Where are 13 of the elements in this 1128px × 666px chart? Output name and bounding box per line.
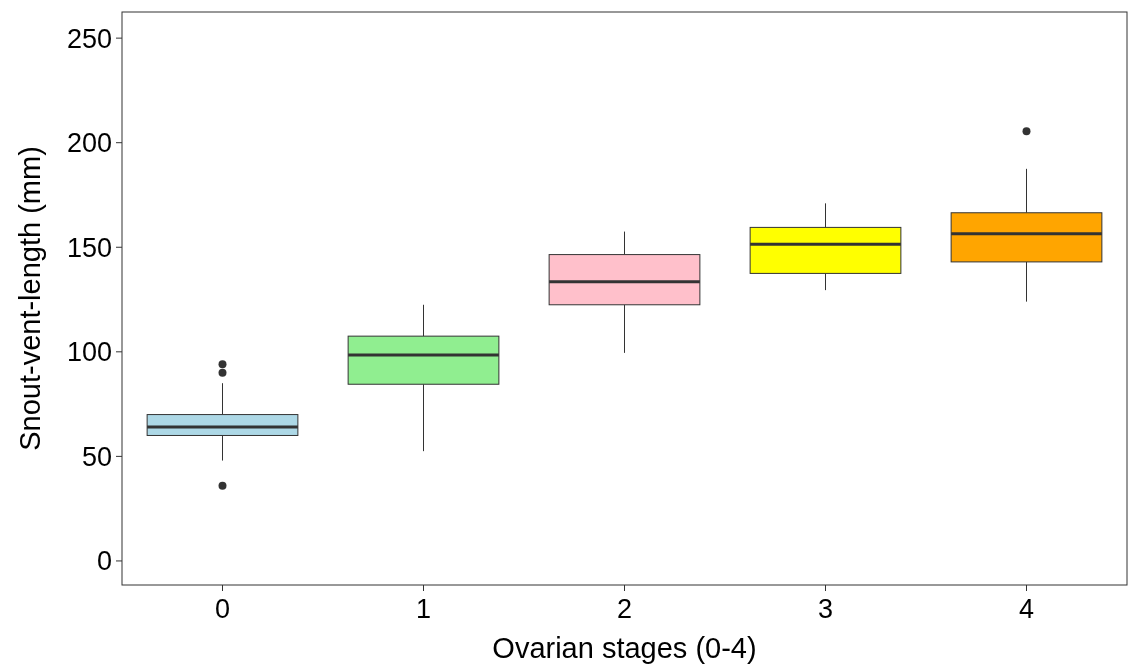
y-tick-label: 50 bbox=[81, 441, 112, 472]
x-tick-label: 3 bbox=[817, 594, 834, 624]
y-tick-label: 150 bbox=[66, 232, 112, 263]
y-axis-title: Snout-vent-length (mm) bbox=[14, 146, 46, 451]
x-axis-title: Ovarian stages (0-4) bbox=[492, 632, 757, 664]
y-tick-label: 0 bbox=[96, 546, 112, 577]
x-tick-label: 2 bbox=[616, 594, 633, 624]
x-tick-label: 1 bbox=[415, 594, 432, 624]
y-tick-label: 100 bbox=[66, 337, 112, 368]
x-tick-label: 4 bbox=[1018, 594, 1035, 624]
y-tick-label: 250 bbox=[66, 23, 112, 54]
y-tick-label: 200 bbox=[66, 128, 112, 159]
x-tick-label: 0 bbox=[214, 594, 231, 624]
